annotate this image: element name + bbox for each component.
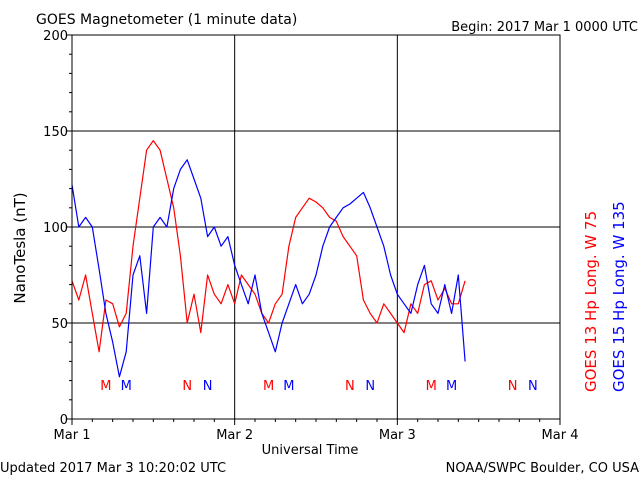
event-marker-m: M: [446, 379, 457, 394]
event-marker-n: N: [203, 379, 213, 394]
event-marker-m: M: [121, 379, 132, 394]
source-label: NOAA/SWPC Boulder, CO USA: [446, 461, 639, 476]
grid: [72, 35, 560, 419]
event-marker-n: N: [528, 379, 538, 394]
event-marker-m: M: [263, 379, 274, 394]
event-marker-n: N: [365, 379, 375, 394]
x-axis-label: Universal Time: [262, 443, 359, 458]
legend-goes13: GOES 13 Hp Long. W 75: [582, 211, 600, 392]
axis-ticks: 0 50 100 150 200 Mar 1 Mar 2 Mar 3 Mar 4: [43, 29, 578, 443]
event-marker-n: N: [182, 379, 192, 394]
y-tick-label: 0: [60, 413, 68, 428]
y-axis-label: NanoTesla (nT): [11, 192, 29, 303]
event-marker-m: M: [426, 379, 437, 394]
event-marker-m: M: [100, 379, 111, 394]
data-series: [71, 140, 466, 378]
x-tick-label: Mar 2: [216, 428, 253, 443]
legend-goes15: GOES 15 Hp Long. W 135: [610, 201, 628, 392]
updated-label: Updated 2017 Mar 3 10:20:02 UTC: [0, 461, 226, 476]
series-goes13-line: [71, 140, 466, 353]
y-tick-label: 200: [43, 29, 68, 44]
x-tick-label: Mar 1: [54, 428, 91, 443]
x-tick-label: Mar 4: [542, 428, 579, 443]
event-marker-n: N: [345, 379, 355, 394]
y-tick-label: 150: [43, 125, 68, 140]
y-tick-label: 50: [51, 317, 68, 332]
series-goes15-line: [71, 159, 466, 378]
event-marker-m: M: [283, 379, 294, 394]
begin-label: Begin: 2017 Mar 1 0000 UTC: [451, 20, 638, 35]
y-tick-label: 100: [43, 221, 68, 236]
chart-title: GOES Magnetometer (1 minute data): [36, 12, 297, 28]
x-tick-label: Mar 3: [379, 428, 416, 443]
event-marker-n: N: [508, 379, 518, 394]
